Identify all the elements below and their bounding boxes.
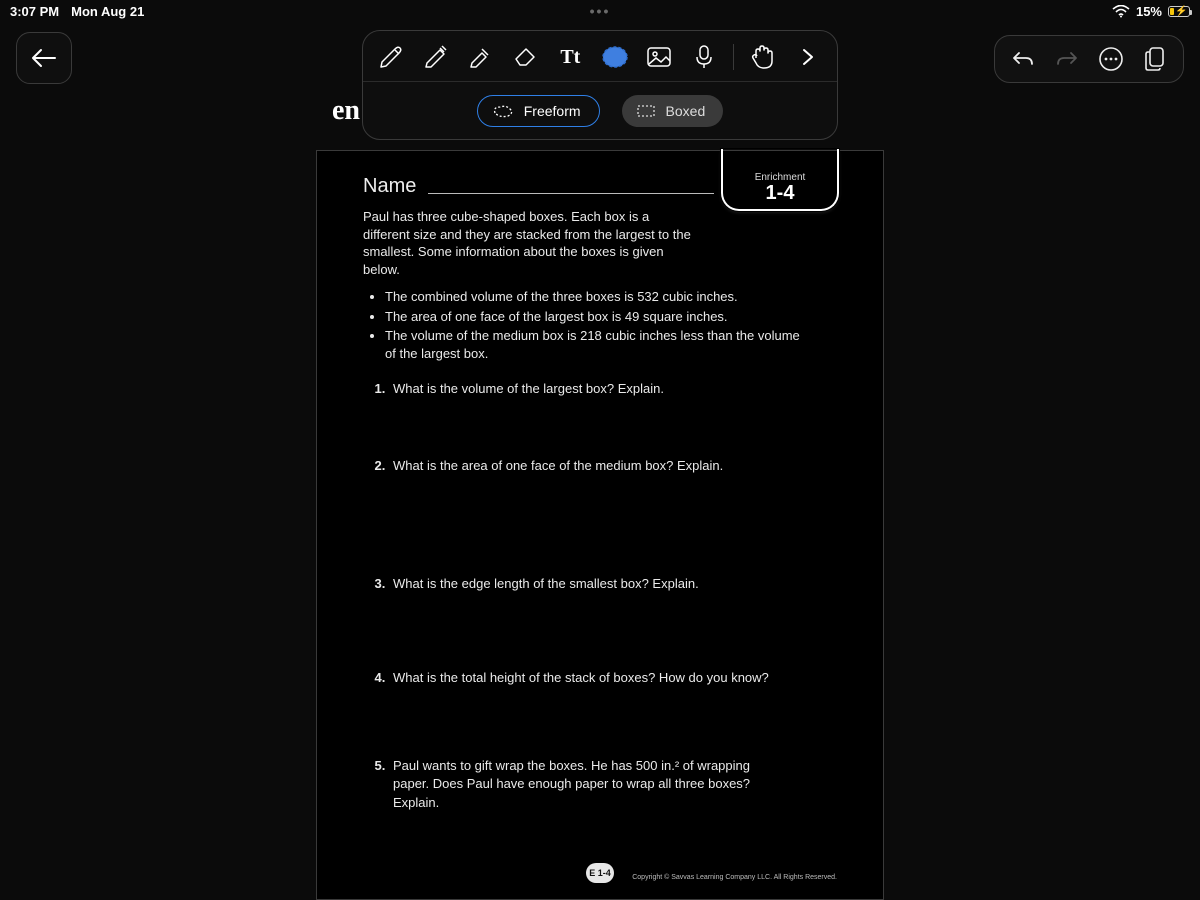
back-button[interactable] [16,32,72,84]
intro-text: Paul has three cube-shaped boxes. Each b… [363,208,693,278]
mic-icon [694,44,714,70]
toolbar-more[interactable] [792,39,823,75]
toolbar-divider [733,44,734,70]
question-1: What is the volume of the largest box? E… [389,380,769,398]
tool-row: Tt [363,31,837,82]
facts-list: The combined volume of the three boxes i… [385,288,805,362]
status-date: Mon Aug 21 [71,4,144,19]
boxed-shape-icon [636,104,656,118]
arrow-left-icon [31,48,57,68]
lasso-tool[interactable] [600,39,631,75]
name-label: Name [363,175,416,198]
redo-button[interactable] [1049,49,1085,69]
battery-icon: ⚡ [1168,6,1190,17]
mode-freeform[interactable]: Freeform [477,95,600,127]
pen-tool[interactable] [377,39,408,75]
status-time: 3:07 PM [10,4,59,19]
text-tool[interactable]: Tt [555,39,586,75]
worksheet-page[interactable]: Enrichment 1-4 Name Paul has three cube-… [316,150,884,900]
freeform-shape-icon [492,104,514,118]
right-controls [994,35,1184,83]
more-circle-icon [1098,46,1124,72]
pen-icon [379,44,405,70]
title-peek: en [332,95,360,127]
pencil-tool[interactable] [422,39,453,75]
eraser-tool[interactable] [511,39,542,75]
enrichment-tab: Enrichment 1-4 [721,149,839,211]
pages-button[interactable] [1137,46,1173,72]
fact-item: The area of one face of the largest box … [385,308,805,326]
mode-boxed-label: Boxed [666,103,706,119]
image-tool[interactable] [644,39,675,75]
fact-item: The combined volume of the three boxes i… [385,288,805,306]
pages-icon [1144,46,1166,72]
toolbar: Tt [362,30,838,140]
undo-button[interactable] [1005,49,1041,69]
multitask-dots[interactable]: ••• [590,3,611,19]
copyright-text: Copyright © Savvas Learning Company LLC.… [632,874,837,881]
question-5: Paul wants to gift wrap the boxes. He ha… [389,757,769,812]
enrichment-code: 1-4 [766,183,795,203]
lasso-icon [600,44,630,70]
questions-list: What is the volume of the largest box? E… [363,380,837,811]
pencil-icon [424,44,450,70]
wifi-icon [1112,5,1130,18]
battery-percent: 15% [1136,4,1162,19]
question-4: What is the total height of the stack of… [389,669,769,687]
redo-icon [1055,49,1079,69]
image-icon [646,46,672,68]
highlighter-tool[interactable] [466,39,497,75]
chevron-right-icon [801,47,815,67]
status-bar: 3:07 PM Mon Aug 21 ••• 15% ⚡ [0,0,1200,22]
highlighter-icon [468,44,494,70]
hand-icon [751,44,775,70]
name-underline [428,193,714,194]
undo-icon [1011,49,1035,69]
eraser-icon [513,44,539,70]
mode-row: Freeform Boxed [363,82,837,139]
page-badge: E 1-4 [586,863,614,883]
mic-tool[interactable] [689,39,720,75]
mode-freeform-label: Freeform [524,103,581,119]
fact-item: The volume of the medium box is 218 cubi… [385,327,805,362]
more-button[interactable] [1093,46,1129,72]
question-3: What is the edge length of the smallest … [389,575,769,593]
text-icon: Tt [560,46,580,69]
question-2: What is the area of one face of the medi… [389,457,769,475]
hand-tool[interactable] [748,39,779,75]
mode-boxed[interactable]: Boxed [622,95,724,127]
